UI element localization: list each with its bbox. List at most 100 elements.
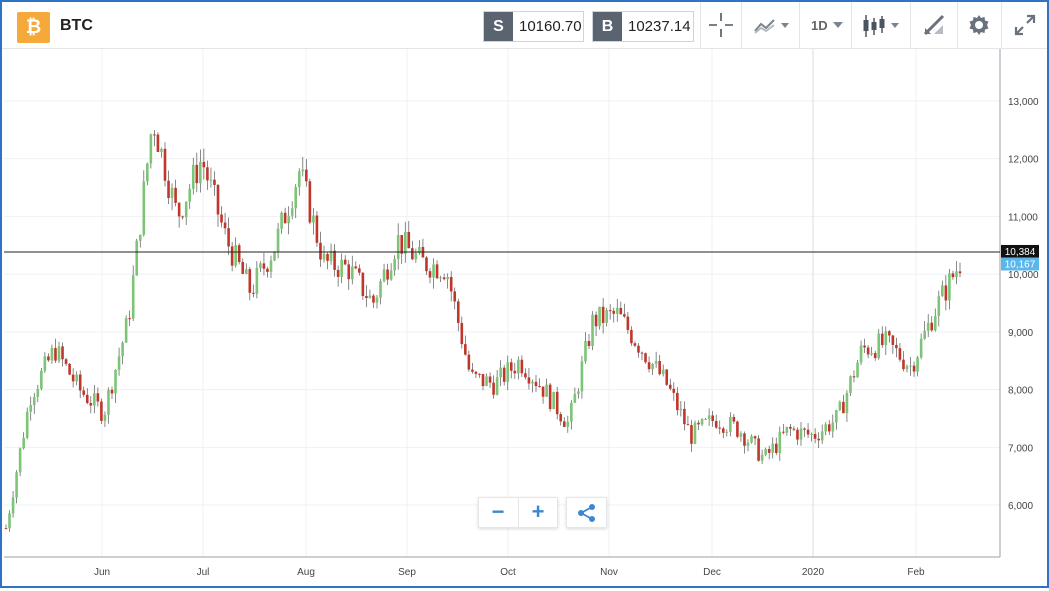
candle-body	[750, 436, 753, 443]
candle-body	[153, 134, 156, 136]
candle-body	[806, 429, 810, 435]
candle-body	[467, 354, 471, 370]
candle-body	[509, 362, 513, 371]
bitcoin-logo-icon: ₿	[17, 12, 50, 43]
chevron-down-icon	[833, 22, 843, 28]
sell-button[interactable]: S 10160.70	[483, 11, 584, 42]
candle-body	[835, 410, 838, 423]
candle-body	[382, 269, 386, 282]
candle-body	[195, 164, 199, 184]
candle-body	[365, 295, 368, 299]
drawing-tool-button[interactable]	[910, 2, 957, 48]
candle-body	[375, 297, 379, 303]
indicators-icon	[754, 19, 789, 34]
candle-body	[633, 343, 637, 346]
candle-body	[813, 434, 817, 439]
candle-body	[552, 391, 555, 409]
crosshair-button[interactable]	[700, 2, 741, 48]
candle-body	[449, 276, 453, 292]
candle-body	[184, 201, 188, 218]
candle-body	[601, 306, 605, 323]
candle-body	[471, 369, 474, 372]
candle-body	[608, 310, 612, 312]
candle-body	[11, 497, 15, 514]
candle-body	[782, 431, 785, 433]
candle-body	[824, 424, 828, 432]
candle-body	[36, 388, 40, 397]
candle-body	[131, 275, 135, 319]
candle-body	[488, 376, 492, 383]
candle-body	[570, 402, 573, 422]
candle-body	[403, 231, 407, 254]
y-tick-label: 11,000	[1008, 212, 1038, 223]
share-button[interactable]	[566, 497, 607, 528]
candle-body	[47, 356, 50, 361]
candle-body	[400, 235, 404, 254]
candle-body	[379, 281, 382, 298]
candle-body	[273, 251, 276, 261]
candle-body	[315, 215, 319, 243]
candle-body	[160, 148, 163, 152]
zoom-out-button[interactable]: −	[491, 499, 505, 524]
instrument-symbol: BTC	[60, 17, 93, 34]
candle-body	[725, 431, 729, 433]
settings-button[interactable]	[957, 2, 1001, 48]
candle-body	[753, 436, 757, 439]
zoom-in-button[interactable]: +	[518, 498, 557, 527]
candle-body	[269, 260, 273, 272]
candle-body	[446, 276, 449, 280]
timeframe-button[interactable]: 1D	[799, 2, 851, 48]
x-tick-label: Feb	[907, 567, 925, 578]
indicators-button[interactable]	[741, 2, 799, 48]
candle-body	[138, 234, 142, 241]
candle-body	[849, 376, 852, 393]
price-chart[interactable]: 6,000 7,000 8,000 9,000 10,000 11,000 12,000 13…	[2, 49, 1047, 586]
candle-body	[418, 247, 421, 254]
timeframe-label: 1D	[811, 18, 828, 33]
candle-body	[743, 433, 746, 446]
candle-body	[71, 374, 75, 382]
candle-body	[223, 222, 227, 229]
candle-body	[191, 164, 195, 189]
candle-body	[909, 365, 912, 367]
candle-body	[538, 386, 541, 388]
candlestick-chart[interactable]: 6,000 7,000 8,000 9,000 10,000 11,000 12,000 13…	[2, 49, 1047, 586]
buy-button[interactable]: B 10237.14	[592, 11, 694, 42]
candle-type-icon	[863, 15, 899, 37]
candle-body	[711, 415, 714, 421]
candle-body	[958, 271, 962, 274]
candle-body	[714, 420, 718, 428]
buy-price: 10237.14	[628, 18, 691, 35]
candle-body	[103, 414, 107, 421]
candle-body	[29, 405, 33, 412]
candle-body	[541, 386, 545, 397]
candle-body	[312, 215, 315, 223]
candle-body	[322, 254, 326, 260]
candle-body	[110, 389, 114, 394]
candle-body	[181, 216, 184, 218]
candle-body	[534, 381, 538, 387]
candle-body	[517, 359, 520, 374]
candle-body	[513, 370, 517, 374]
current-price-label: 10,167	[1005, 259, 1036, 270]
candle-body	[237, 245, 241, 263]
chart-type-button[interactable]	[851, 2, 910, 48]
candle-body	[266, 268, 269, 272]
candle-body	[167, 180, 170, 198]
candle-body	[647, 362, 651, 370]
candle-body	[545, 384, 548, 397]
candle-body	[340, 259, 343, 277]
candle-body	[672, 388, 676, 393]
candle-body	[393, 259, 396, 271]
candle-body	[637, 345, 640, 353]
candle-body	[644, 353, 647, 363]
candle-body	[700, 419, 704, 425]
candle-body	[280, 212, 283, 229]
fullscreen-button[interactable]	[1001, 2, 1048, 48]
y-tick-label: 10,000	[1008, 270, 1039, 281]
candle-body	[707, 415, 711, 419]
candle-body	[209, 179, 213, 181]
candle-body	[57, 346, 61, 361]
x-tick-label: Nov	[600, 567, 618, 578]
candle-body	[531, 381, 534, 384]
